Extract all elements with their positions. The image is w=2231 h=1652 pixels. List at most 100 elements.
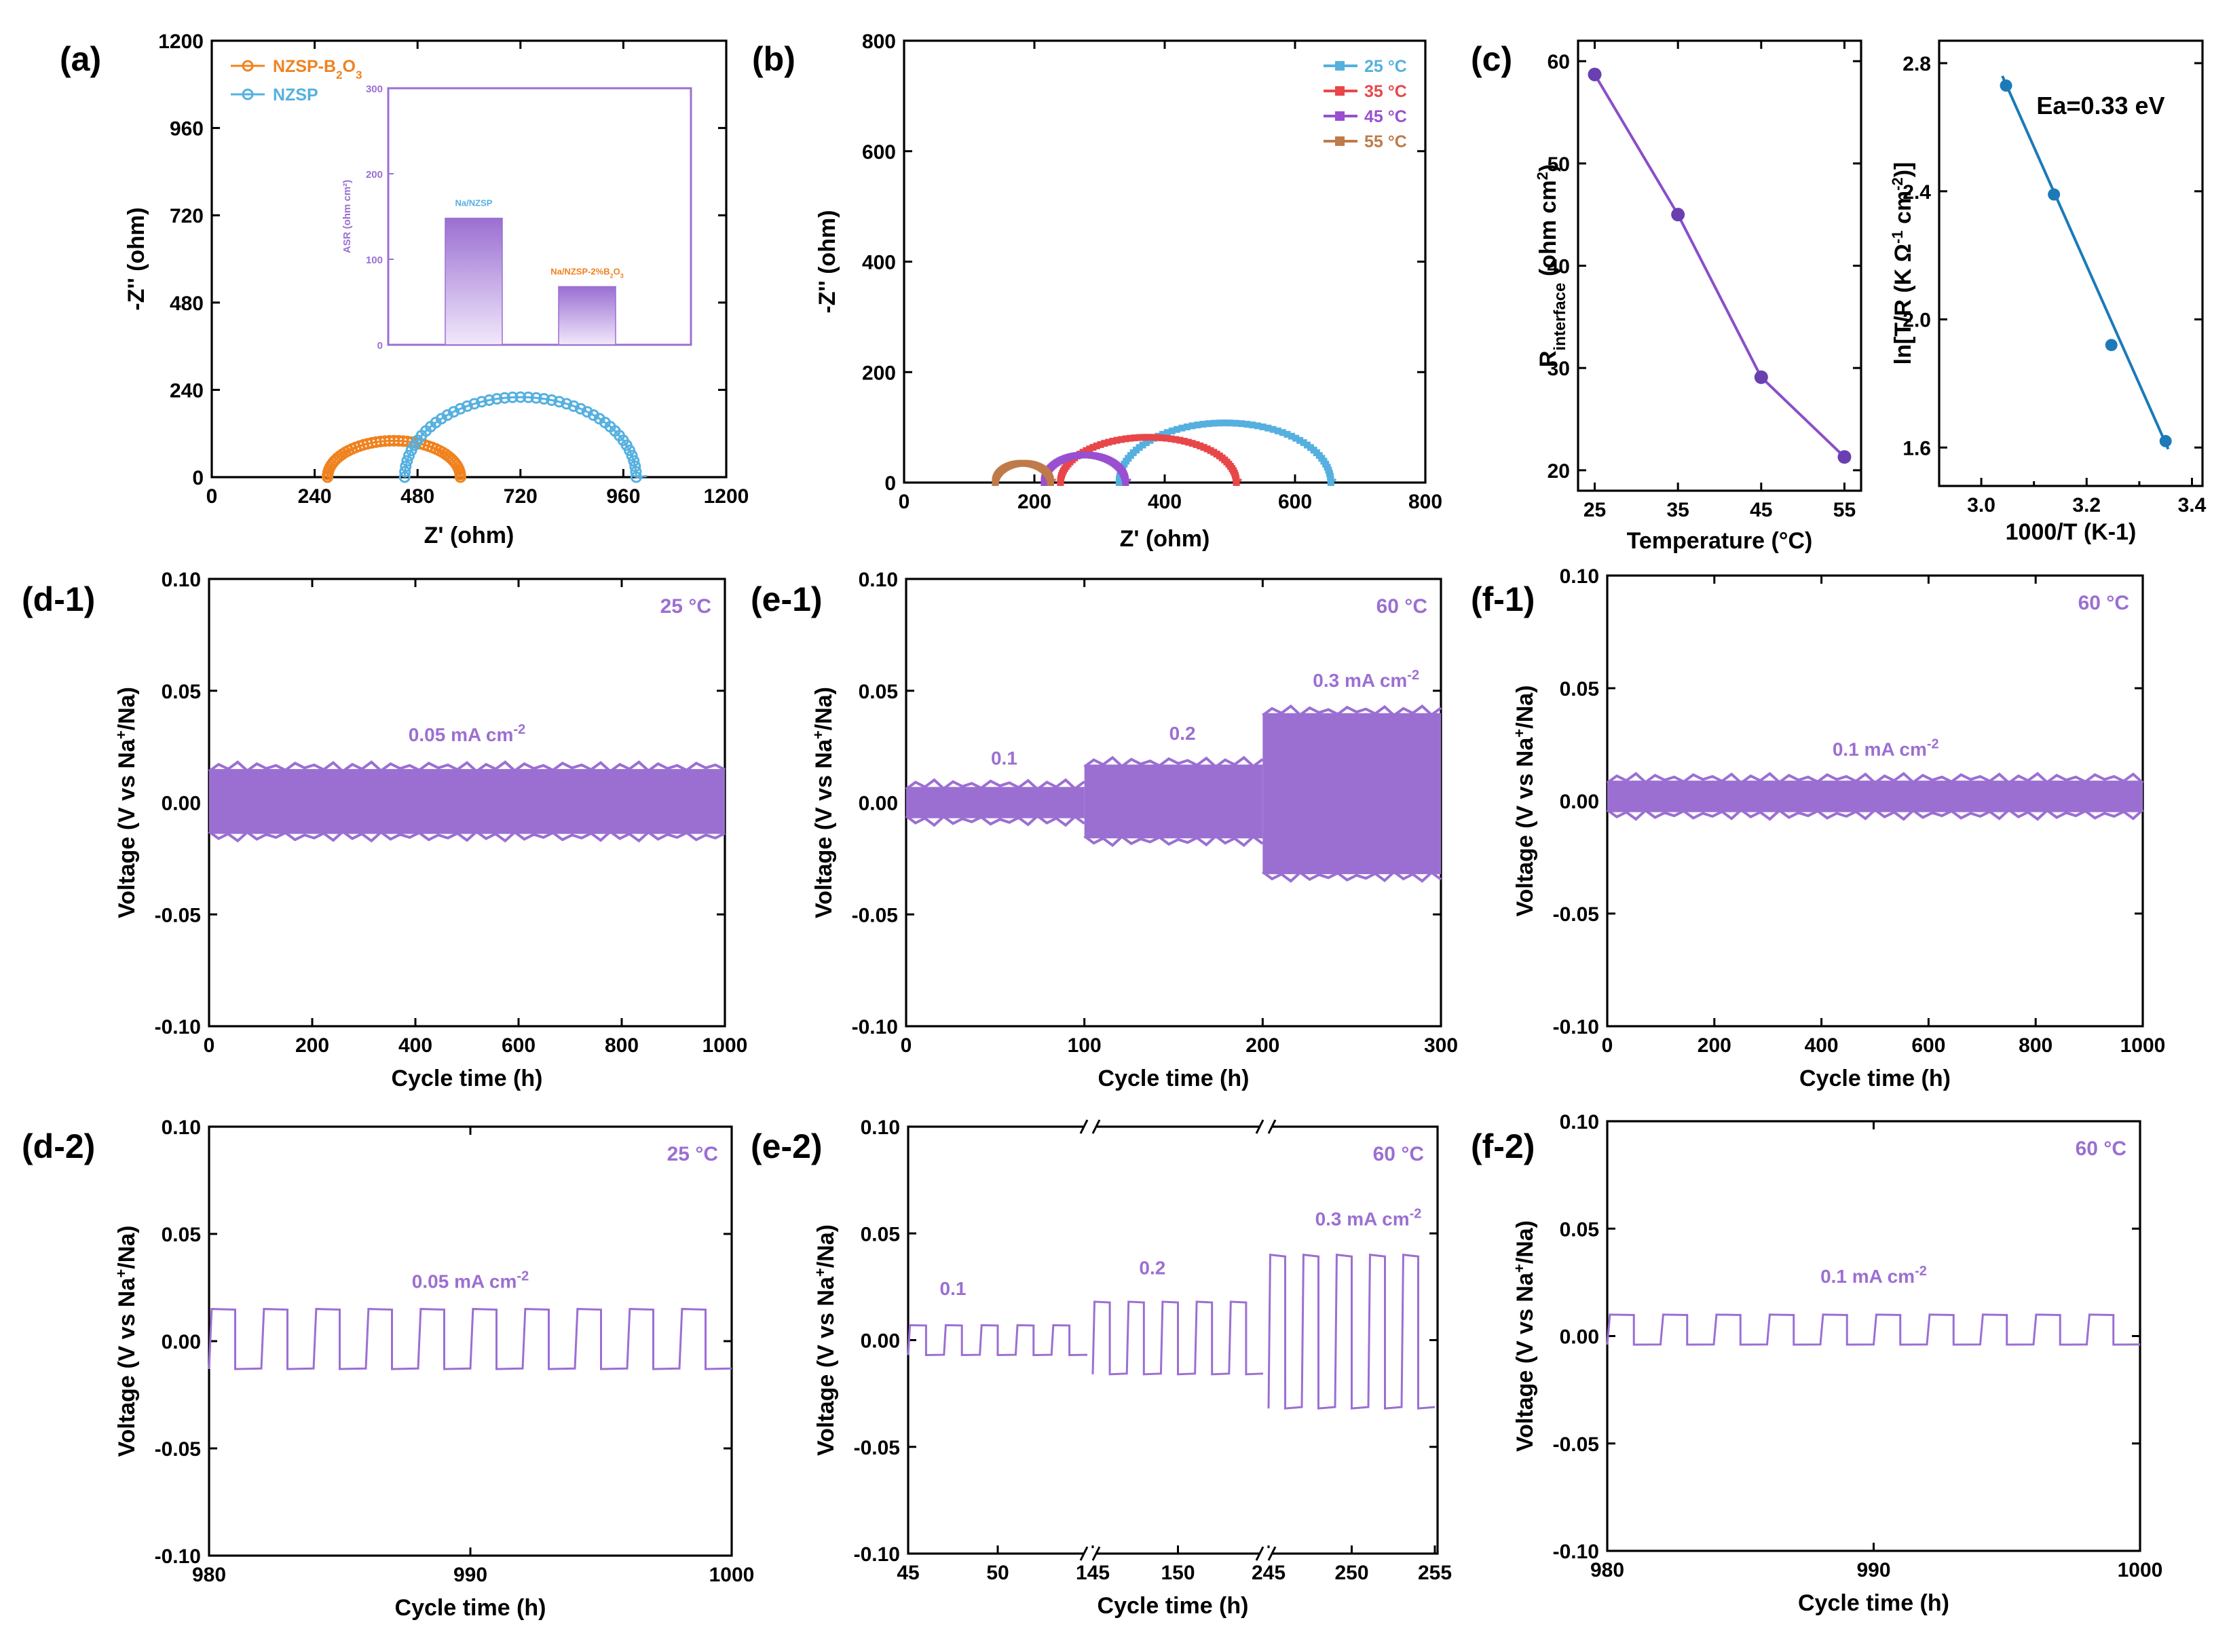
x-axis-label: 1000/T (K-1) (2006, 519, 2137, 545)
temperature-label: 25 °C (667, 1143, 718, 1165)
x-tick-label: 0 (206, 485, 218, 508)
tspan: 0.1 mA cm (1820, 1266, 1915, 1287)
nyquist-point (1180, 438, 1188, 445)
nyquist-tail (1235, 478, 1243, 484)
current-density-label: 0.1 mA cm-2 (1820, 1264, 1927, 1287)
x-tick-label: 600 (502, 1034, 536, 1057)
nyquist-point (398, 471, 411, 483)
y-tick-label: 720 (170, 205, 204, 227)
x-tick-label: 720 (504, 485, 538, 508)
panel-label: (f-2) (1471, 1127, 1535, 1165)
nyquist-point (1199, 421, 1207, 428)
panel-label: (e-2) (751, 1127, 823, 1165)
x-axis-label: Z' (ohm) (424, 523, 514, 548)
nyquist-point (1173, 426, 1180, 433)
x-tick-label: 800 (2019, 1034, 2052, 1057)
inset-y-tick-label: 300 (366, 83, 383, 95)
tspan: + (113, 1269, 130, 1278)
y-tick-label: -0.10 (852, 1016, 898, 1038)
data-point (1588, 67, 1602, 81)
x-tick-label: 600 (1278, 491, 1312, 513)
nyquist-point (1142, 439, 1150, 447)
x-tick-label: 45 (897, 1562, 919, 1584)
y-tick-label: 0.05 (162, 1224, 201, 1246)
nyquist-point (499, 392, 511, 404)
legend-entry: 45 °C (1364, 107, 1407, 126)
current-density-label: 0.05 mA cm-2 (409, 722, 525, 745)
nyquist-point (561, 398, 573, 410)
nyquist-point (522, 391, 534, 403)
nyquist-point (1159, 434, 1166, 442)
nyquist-point (630, 466, 642, 478)
panel-label: (d-1) (22, 580, 95, 618)
y-tick-label: 0 (192, 467, 204, 489)
y-tick-label: 0.05 (1560, 1218, 1599, 1241)
nyquist-point (454, 471, 466, 483)
y-axis-label: Voltage (V vs Na+/Na) (1511, 686, 1539, 917)
y-tick-label: -0.05 (852, 904, 898, 926)
y-axis-label: Voltage (V vs Na+/Na) (812, 1224, 840, 1456)
tspan: -2 (1410, 1206, 1422, 1221)
data-point (1837, 450, 1852, 464)
nyquist-point (1238, 420, 1245, 428)
x-tick-label: 245 (1252, 1562, 1286, 1584)
tspan: -1 (1889, 230, 1906, 244)
plot-frame-c1 (1577, 39, 1862, 492)
tspan: cm (1890, 191, 1916, 231)
nyquist-point (476, 396, 488, 408)
y-tick-label: 1200 (158, 31, 204, 53)
temperature-label: 25 °C (660, 595, 711, 618)
plot-frame-b (903, 39, 1427, 484)
y-tick-label: 0.05 (1560, 678, 1599, 700)
nyquist-point (1200, 444, 1207, 451)
nyquist-point (1122, 435, 1129, 443)
voltage-band-edge (905, 814, 1085, 827)
tspan: 2 (336, 69, 342, 81)
temperature-label: 60 °C (1373, 1143, 1424, 1165)
legend-entry: 55 °C (1364, 132, 1407, 151)
tspan: R (1535, 351, 1561, 368)
x-tick-label: 200 (1017, 491, 1051, 513)
legend-marker (1335, 111, 1345, 121)
y-tick-label: 0.00 (861, 1330, 900, 1353)
tspan: /Na) (114, 1226, 140, 1269)
y-tick-label: 400 (862, 252, 896, 274)
nyquist-point (1243, 421, 1251, 428)
nyquist-point (1167, 435, 1175, 443)
nyquist-point (1178, 424, 1186, 432)
tspan: ) (1535, 164, 1561, 172)
tspan: 0.3 mA cm (1315, 1208, 1410, 1229)
legend-marker (1335, 86, 1345, 96)
nyquist-point (506, 391, 519, 403)
x-tick-label: 3.4 (2178, 494, 2207, 517)
nyquist-point (1283, 430, 1291, 438)
nyquist-point (1193, 441, 1200, 449)
nyquist-point (1205, 420, 1212, 428)
y-tick-label: 0.10 (861, 1116, 900, 1139)
nyquist-point (1233, 419, 1240, 427)
plot-frame-a (210, 39, 728, 478)
nyquist-point (1259, 423, 1267, 430)
nyquist-point (1296, 436, 1304, 444)
nyquist-point (1288, 432, 1295, 440)
panel-label: (a) (60, 40, 101, 78)
nyquist-point (1269, 426, 1277, 433)
nyquist-point (1086, 445, 1093, 453)
y-tick-label: 0.00 (859, 793, 898, 815)
tspan: Voltage (V vs Na (114, 738, 140, 918)
voltage-band (906, 787, 1085, 819)
y-tick-label: 0.10 (1560, 565, 1599, 588)
voltage-trace-segment (907, 1324, 1088, 1357)
tspan: -2 (1889, 177, 1906, 191)
y-axis-label: ln[T/R (K Ω-1 cm-2)] (1889, 162, 1917, 365)
x-tick-label: 1200 (704, 485, 749, 508)
y-tick-label: -0.10 (155, 1016, 201, 1038)
y-tick-label: 0.10 (1560, 1111, 1599, 1133)
x-tick-label: 1000 (2120, 1034, 2166, 1057)
voltage-band-edge (1262, 870, 1442, 883)
nyquist-point (1194, 421, 1201, 429)
x-axis-label: Cycle time (h) (1798, 1590, 1949, 1616)
panel-label: (f-1) (1471, 580, 1535, 618)
x-tick-label: 3.2 (2072, 494, 2101, 517)
y-tick-label: 0.00 (162, 1331, 201, 1353)
